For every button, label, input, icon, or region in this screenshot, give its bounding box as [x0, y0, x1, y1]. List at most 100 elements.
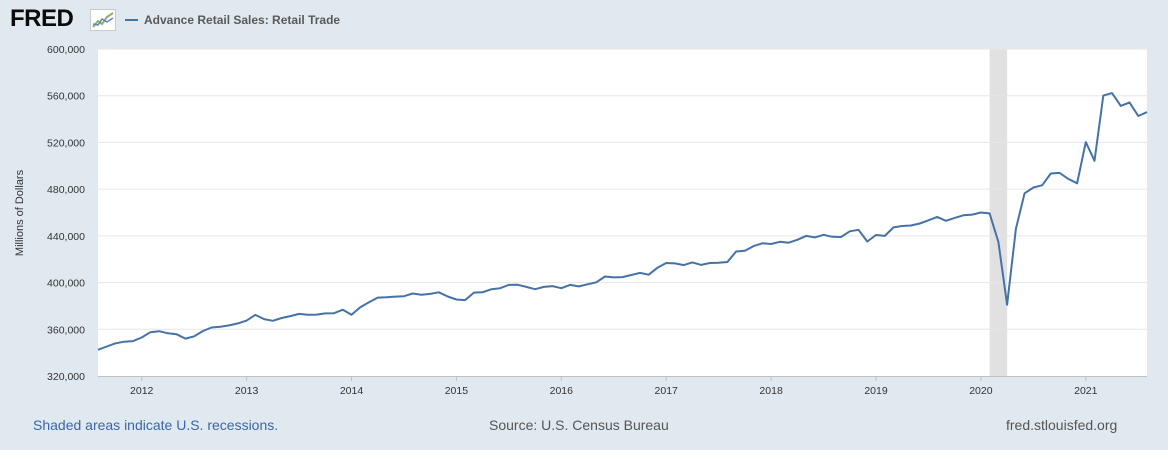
data-point	[718, 262, 720, 264]
grid-layer	[98, 48, 1147, 330]
data-point	[1041, 184, 1043, 186]
data-point	[508, 284, 510, 286]
chart-header: FRED Advance Retail Sales: Retail Trade	[0, 0, 1168, 42]
data-point	[1129, 101, 1131, 103]
data-point	[604, 276, 606, 278]
y-axis: 320,000 360,000 400,000 440,000 480,000 520,0…	[47, 44, 85, 383]
data-point	[499, 287, 501, 289]
data-point	[884, 235, 886, 237]
data-point	[683, 264, 685, 266]
x-tick-label: 2014	[340, 385, 364, 397]
data-point	[123, 341, 125, 343]
x-tick-label: 2019	[864, 385, 888, 397]
data-point	[202, 330, 204, 332]
data-point	[700, 264, 702, 266]
data-point	[211, 327, 213, 329]
data-point	[412, 293, 414, 295]
data-point	[753, 245, 755, 247]
data-point	[779, 241, 781, 243]
data-point	[281, 317, 283, 319]
data-point	[622, 276, 624, 278]
x-tick-label: 2020	[969, 385, 993, 397]
data-point	[403, 295, 405, 297]
data-point	[359, 306, 361, 308]
data-point	[831, 236, 833, 238]
y-tick-label: 360,000	[47, 324, 85, 336]
source-note: Source: U.S. Census Bureau	[489, 417, 669, 433]
data-point	[263, 318, 265, 320]
x-tick-label: 2018	[759, 385, 783, 397]
series-line	[97, 92, 1148, 351]
data-point	[351, 314, 353, 316]
data-point	[106, 346, 108, 348]
data-point	[447, 296, 449, 298]
legend-label: Advance Retail Sales: Retail Trade	[144, 13, 341, 27]
data-point	[455, 299, 457, 301]
recession-note-link[interactable]: Shaded areas indicate U.S. recessions.	[33, 417, 279, 433]
y-tick-label: 480,000	[47, 184, 85, 196]
recession-band	[989, 49, 1008, 376]
data-point	[132, 340, 134, 342]
data-point	[639, 272, 641, 274]
y-tick-label: 560,000	[47, 91, 85, 103]
data-point	[796, 239, 798, 241]
data-point	[1102, 95, 1104, 97]
data-point	[219, 326, 221, 328]
y-tick-label: 320,000	[47, 371, 85, 383]
data-point	[377, 297, 379, 299]
data-point	[1067, 178, 1069, 180]
data-point	[936, 216, 938, 218]
data-point	[176, 333, 178, 335]
data-point	[788, 242, 790, 244]
data-point	[1059, 172, 1061, 174]
data-point	[254, 314, 256, 316]
data-point	[1076, 182, 1078, 184]
site-link[interactable]: fred.stlouisfed.org	[1006, 417, 1118, 433]
data-point	[674, 262, 676, 264]
data-point	[630, 274, 632, 276]
legend[interactable]: Advance Retail Sales: Retail Trade	[125, 12, 340, 28]
data-point	[237, 322, 239, 324]
data-point	[517, 284, 519, 286]
data-point	[316, 314, 318, 316]
data-point	[482, 291, 484, 293]
y-tick-label: 440,000	[47, 231, 85, 243]
data-point	[971, 214, 973, 216]
data-point	[761, 242, 763, 244]
data-point	[246, 320, 248, 322]
data-point	[289, 315, 291, 317]
data-point	[490, 288, 492, 290]
data-point	[184, 338, 186, 340]
x-tick-label: 2017	[655, 385, 679, 397]
data-point	[420, 294, 422, 296]
data-point	[324, 312, 326, 314]
data-point	[709, 262, 711, 264]
data-point	[158, 330, 160, 332]
data-point	[648, 274, 650, 276]
data-point	[901, 225, 903, 227]
line-chart[interactable]: 320,000 360,000 400,000 440,000 480,000 520,0…	[0, 0, 1168, 410]
data-point	[770, 243, 772, 245]
data-point	[805, 235, 807, 237]
data-point	[578, 285, 580, 287]
data-point	[307, 314, 309, 316]
data-point	[543, 286, 545, 288]
x-tick-label: 2012	[130, 385, 154, 397]
data-point	[394, 296, 396, 298]
data-point	[1015, 228, 1017, 230]
data-point	[429, 293, 431, 295]
data-point	[893, 226, 895, 228]
data-point	[525, 286, 527, 288]
fred-logo[interactable]: FRED	[10, 5, 74, 32]
data-point	[1006, 304, 1008, 306]
data-point	[1032, 187, 1034, 189]
x-tick-label: 2015	[445, 385, 469, 397]
data-point	[849, 230, 851, 232]
data-point	[919, 223, 921, 225]
data-point	[228, 324, 230, 326]
data-point	[167, 332, 169, 334]
data-point	[1094, 160, 1096, 162]
data-point	[1120, 105, 1122, 107]
data-point	[866, 241, 868, 243]
data-point	[823, 234, 825, 236]
